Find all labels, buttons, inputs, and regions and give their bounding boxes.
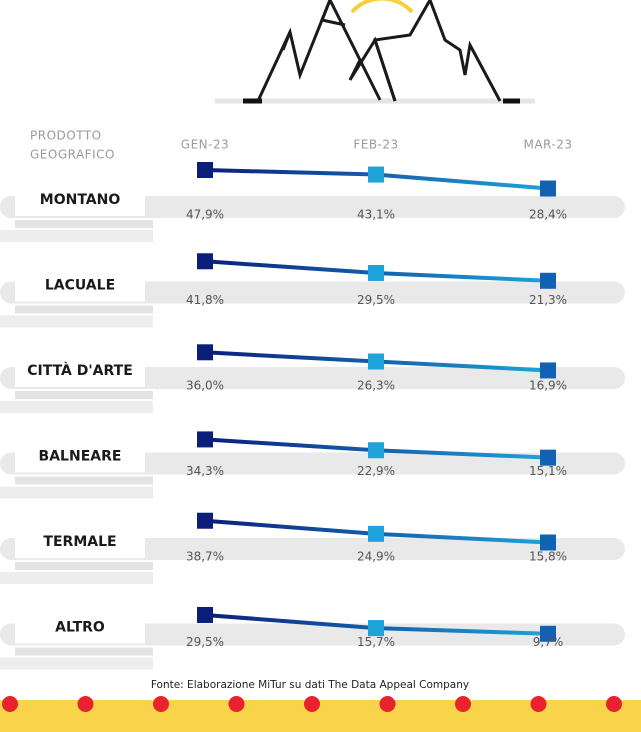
value-label: 22,9% [357, 464, 395, 478]
value-label: 43,1% [357, 208, 395, 222]
marker [540, 181, 556, 197]
value-label: 24,9% [357, 550, 395, 564]
mountains-illustration [215, 0, 535, 101]
marker [197, 431, 213, 447]
footer-dot [229, 696, 245, 712]
column-header: GEN-23 [181, 138, 229, 152]
row-label: ALTRO [55, 620, 105, 636]
row-stripe [15, 220, 153, 228]
footer-dot [78, 696, 94, 712]
row-stripe [0, 230, 153, 242]
marker [368, 526, 384, 542]
column-header: MAR-23 [523, 138, 572, 152]
row-stripe [0, 572, 153, 584]
value-label: 26,3% [357, 379, 395, 393]
marker [197, 253, 213, 269]
value-label: 47,9% [186, 208, 224, 222]
footer-dot [531, 696, 547, 712]
row-stripe [15, 477, 153, 485]
row-stripe [15, 391, 153, 399]
value-label: 38,7% [186, 550, 224, 564]
source: Fonte: Elaborazione MiTur su dati The Da… [151, 679, 469, 691]
footer-dot [2, 696, 18, 712]
marker [540, 273, 556, 289]
value-label: 15,7% [357, 635, 395, 649]
row-label: LACUALE [45, 278, 115, 294]
value-label: 15,1% [529, 464, 567, 478]
value-label: 21,3% [529, 293, 567, 307]
value-label: 29,5% [186, 635, 224, 649]
marker [197, 344, 213, 360]
marker [368, 167, 384, 183]
row-header: PRODOTTO [30, 129, 102, 143]
row-stripe [0, 487, 153, 499]
marker [368, 620, 384, 636]
row-stripe [15, 562, 153, 570]
row-stripe [0, 401, 153, 413]
marker [368, 442, 384, 458]
row-label: CITTÀ D'ARTE [27, 362, 133, 379]
plot: GEN-23 FEB-23 MAR-23 MONTANO 47,9% 43,1% 28,4%… [0, 138, 625, 670]
footer-dot [606, 696, 622, 712]
footer-dot [304, 696, 320, 712]
value-label: 15,8% [529, 550, 567, 564]
row-stripe [0, 316, 153, 328]
row-label: MONTANO [40, 192, 121, 208]
footer-dot [153, 696, 169, 712]
marker [540, 362, 556, 378]
marker [197, 513, 213, 529]
marker [368, 265, 384, 281]
value-label: 28,4% [529, 208, 567, 222]
row-label: BALNEARE [39, 449, 122, 465]
marker [368, 354, 384, 370]
row-header: GEOGRAFICO [30, 148, 115, 162]
value-label: 9,7% [533, 635, 564, 649]
row-label: TERMALE [43, 534, 116, 550]
value-label: 36,0% [186, 379, 224, 393]
value-label: 16,9% [529, 379, 567, 393]
row-stripe [15, 648, 153, 656]
value-label: 34,3% [186, 464, 224, 478]
marker [197, 162, 213, 178]
marker [540, 534, 556, 550]
value-label: 41,8% [186, 293, 224, 307]
marker [197, 607, 213, 623]
infographic: PRODOTTO GEOGRAFICO GEN-23 FEB-23 MAR-23 MO… [0, 0, 641, 732]
row-stripe [15, 306, 153, 314]
value-label: 29,5% [357, 293, 395, 307]
row-stripe [0, 658, 153, 670]
column-header: FEB-23 [353, 138, 398, 152]
footer-dot [380, 696, 396, 712]
footer-dot [455, 696, 471, 712]
